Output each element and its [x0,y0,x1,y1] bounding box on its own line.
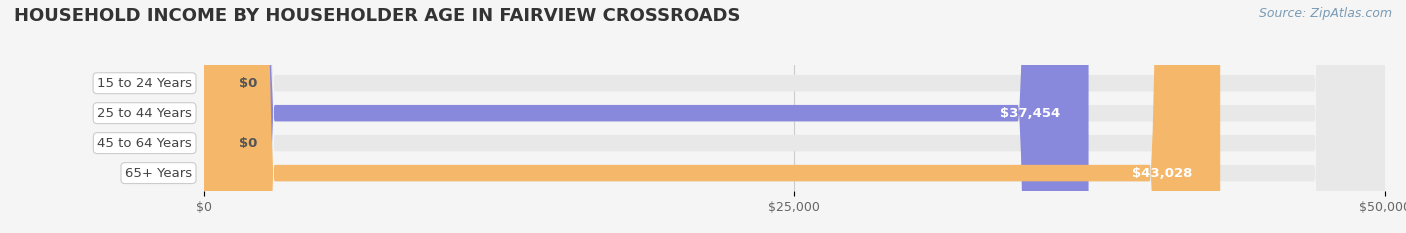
FancyBboxPatch shape [204,0,225,233]
Text: Source: ZipAtlas.com: Source: ZipAtlas.com [1258,7,1392,20]
FancyBboxPatch shape [204,0,1385,233]
FancyBboxPatch shape [204,0,1220,233]
FancyBboxPatch shape [204,0,1088,233]
FancyBboxPatch shape [204,0,1385,233]
Text: $0: $0 [239,77,257,90]
Text: $43,028: $43,028 [1132,167,1192,180]
Text: HOUSEHOLD INCOME BY HOUSEHOLDER AGE IN FAIRVIEW CROSSROADS: HOUSEHOLD INCOME BY HOUSEHOLDER AGE IN F… [14,7,741,25]
Text: $37,454: $37,454 [1000,107,1060,120]
Text: 25 to 44 Years: 25 to 44 Years [97,107,193,120]
Text: 45 to 64 Years: 45 to 64 Years [97,137,193,150]
FancyBboxPatch shape [204,0,1385,233]
Text: $0: $0 [239,137,257,150]
FancyBboxPatch shape [204,0,1385,233]
Text: 15 to 24 Years: 15 to 24 Years [97,77,193,90]
Text: 65+ Years: 65+ Years [125,167,193,180]
FancyBboxPatch shape [204,0,225,233]
